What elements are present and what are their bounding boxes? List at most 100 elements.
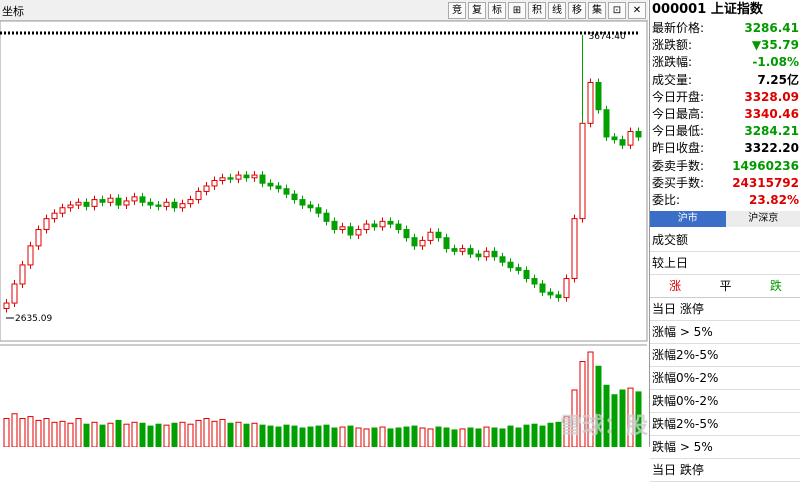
candle-body: [108, 198, 113, 202]
volume-bar: [468, 428, 473, 447]
volume-bar: [252, 423, 257, 447]
volume-bar: [396, 428, 401, 447]
toolbar: 坐标竞复标⊞积线移集⊡✕: [0, 0, 648, 21]
candle-body: [444, 238, 449, 249]
candle-body: [564, 279, 569, 298]
candle-body: [364, 224, 369, 229]
volume-bar: [420, 428, 425, 447]
quote-value: 3284.21: [744, 123, 799, 140]
toolbar-buttons: 竞复标⊞积线移集⊡✕: [448, 2, 646, 19]
candle-body: [476, 254, 481, 257]
volume-bar: [332, 428, 337, 447]
volume-bar: [116, 420, 121, 447]
volume-bar: [548, 423, 553, 447]
toolbar-button[interactable]: 线: [548, 2, 566, 19]
quote-value: 3286.41: [744, 20, 799, 37]
candle-body: [412, 238, 417, 246]
updown-label: 涨: [669, 275, 681, 297]
volume-bar: [492, 428, 497, 447]
candle-body: [300, 200, 305, 205]
candle-body: [580, 123, 585, 218]
volume-bar: [524, 425, 529, 447]
volume-bar: [372, 428, 377, 447]
candle-body: [588, 82, 593, 123]
candle-body: [548, 292, 553, 295]
quote-value: 14960236: [732, 158, 799, 175]
candle-body: [260, 175, 265, 183]
volume-bar: [324, 425, 329, 447]
toolbar-button[interactable]: ⊡: [608, 2, 626, 19]
volume-bar: [172, 423, 177, 447]
volume-bar: [484, 427, 489, 447]
volume-bar: [132, 422, 137, 447]
candle-body: [404, 230, 409, 238]
range-row: 涨幅2%-5%: [650, 344, 800, 367]
volume-bar: [428, 429, 433, 447]
candle-body: [228, 178, 233, 179]
volume-bar: [388, 429, 393, 447]
quote-row: 涨跌幅:-1.08%: [650, 54, 800, 71]
candle-body: [324, 213, 329, 221]
volume-bar: [300, 428, 305, 447]
volume-bar: [108, 423, 113, 447]
toolbar-button[interactable]: 移: [568, 2, 586, 19]
candle-body: [44, 219, 49, 230]
volume-bar: [412, 426, 417, 447]
volume-bar: [4, 419, 9, 448]
candle-body: [124, 201, 129, 205]
toolbar-button[interactable]: ✕: [628, 2, 646, 19]
volume-bar: [444, 428, 449, 447]
volume-bar: [212, 421, 217, 447]
quote-label: 涨跌额:: [652, 37, 692, 54]
quote-label: 今日最低:: [652, 123, 704, 140]
low-label: 2635.09: [15, 314, 52, 324]
volume-bar: [532, 424, 537, 447]
candle-body: [492, 251, 497, 256]
range-row: 当日 涨停: [650, 298, 800, 321]
volume-bar: [540, 426, 545, 447]
volume-bar: [460, 429, 465, 447]
stats: 成交额较上日: [650, 229, 800, 275]
candle-body: [4, 303, 9, 308]
index-header: 000001 上证指数: [650, 0, 800, 20]
candle-body: [252, 175, 257, 178]
candle-body: [212, 181, 217, 186]
candle-body: [180, 204, 185, 208]
candle-body: [516, 268, 521, 271]
volume-bar: [76, 419, 81, 448]
volume-bar: [84, 424, 89, 447]
toolbar-button[interactable]: 复: [468, 2, 486, 19]
volume-bar: [204, 419, 209, 448]
candle-body: [460, 249, 465, 252]
toolbar-button[interactable]: ⊞: [508, 2, 526, 19]
candle-body: [140, 197, 145, 202]
volume-bar: [164, 425, 169, 447]
candle-body: [628, 132, 633, 146]
candle-body: [92, 200, 97, 207]
candle-body: [532, 279, 537, 284]
toolbar-button[interactable]: 标: [488, 2, 506, 19]
range-row: 跌幅0%-2%: [650, 390, 800, 413]
volume-bar: [148, 426, 153, 447]
volume-bar: [68, 423, 73, 447]
toolbar-button[interactable]: 集: [588, 2, 606, 19]
quote-label: 委卖手数:: [652, 158, 704, 175]
candle-body: [68, 205, 73, 208]
toolbar-button[interactable]: 积: [528, 2, 546, 19]
tab[interactable]: 沪深京: [726, 211, 800, 227]
candle-body: [236, 175, 241, 179]
volume-bar: [356, 428, 361, 447]
quote-label: 最新价格:: [652, 20, 704, 37]
quote-row: 委卖手数: 14960236: [650, 158, 800, 175]
tab[interactable]: 沪市: [650, 211, 726, 227]
quote-value: ▼35.79: [752, 37, 799, 54]
candle-body: [436, 232, 441, 237]
candle-body: [20, 265, 25, 284]
candle-body: [76, 202, 81, 205]
candle-body: [604, 110, 609, 137]
ranges: 当日 涨停涨幅 > 5%涨幅2%-5%涨幅0%-2%跌幅0%-2%跌幅2%-5%…: [650, 298, 800, 482]
toolbar-button[interactable]: 竞: [448, 2, 466, 19]
candle-body: [428, 232, 433, 240]
quote-row: 委买手数:24315792: [650, 175, 800, 192]
